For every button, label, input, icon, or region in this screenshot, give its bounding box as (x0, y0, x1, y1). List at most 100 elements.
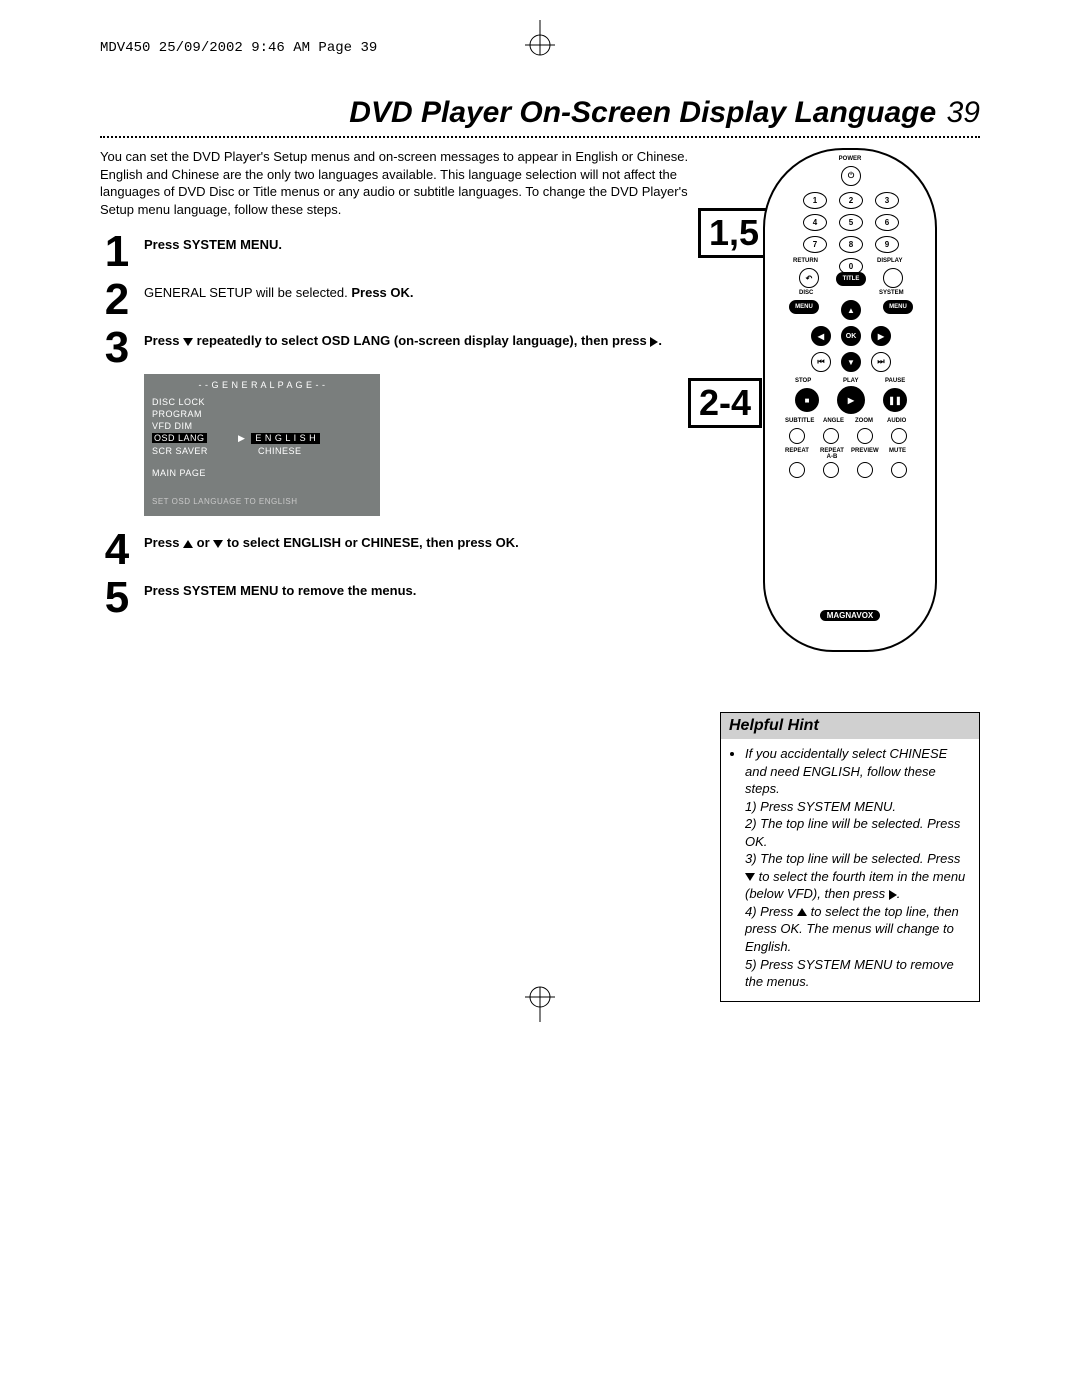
step-1-number: 1 (100, 230, 134, 274)
next-button[interactable]: ⏭ (871, 352, 891, 372)
callout-2-4: 2-4 (688, 378, 762, 428)
num-2-button[interactable]: 2 (839, 192, 863, 209)
disc-menu-button[interactable]: MENU (789, 300, 819, 314)
return-label: RETURN (793, 258, 818, 264)
power-button[interactable]: ⏻ (841, 166, 861, 186)
step-3-p1: Press (144, 333, 183, 348)
subtitle-label: SUBTITLE (785, 418, 814, 424)
mute-button[interactable] (891, 462, 907, 478)
return-button[interactable]: ↶ (799, 268, 819, 288)
step-3: 3 Press repeatedly to select OSD LANG (o… (100, 326, 690, 370)
osd-vfd-dim: VFD DIM (152, 421, 232, 431)
up-button[interactable]: ▲ (841, 300, 861, 320)
intro-text: You can set the DVD Player's Setup menus… (100, 148, 690, 218)
display-label: DISPLAY (877, 258, 902, 264)
osd-osd-lang: OSD LANG (152, 433, 207, 443)
right-column: 1,5 2-4 POWER ⏻ 1 2 3 4 5 6 7 8 9 0 RETU… (720, 148, 980, 1002)
stop-button[interactable]: ■ (795, 388, 819, 412)
power-label: POWER (765, 156, 935, 162)
audio-button[interactable] (891, 428, 907, 444)
audio-label: AUDIO (887, 418, 906, 424)
angle-button[interactable] (823, 428, 839, 444)
preview-label: PREVIEW (851, 448, 879, 454)
play-label: PLAY (843, 378, 858, 384)
title-button[interactable]: TITLE (836, 272, 866, 286)
disc-label: DISC (799, 290, 813, 296)
osd-arrow-icon: ▶ (238, 433, 245, 444)
step-4: 4 Press or to select ENGLISH or CHINESE,… (100, 528, 690, 572)
repeat-button[interactable] (789, 462, 805, 478)
right-arrow-icon (889, 890, 897, 900)
hint-l4a: 4) Press (745, 904, 797, 919)
step-4-p2: or (193, 535, 213, 550)
num-1-button[interactable]: 1 (803, 192, 827, 209)
display-button[interactable] (883, 268, 903, 288)
hint-l2: 2) The top line will be selected. Press … (745, 816, 960, 849)
hint-intro: If you accidentally select CHINESE and n… (745, 746, 947, 796)
osd-chinese: CHINESE (258, 446, 302, 456)
step-3-p3: . (658, 333, 662, 348)
num-7-button[interactable]: 7 (803, 236, 827, 253)
remote-body: POWER ⏻ 1 2 3 4 5 6 7 8 9 0 RETURN DISPL… (763, 148, 937, 652)
crop-mark-bottom (520, 982, 560, 1022)
step-3-text: Press repeatedly to select OSD LANG (on-… (144, 326, 662, 370)
hint-l1: 1) Press SYSTEM MENU. (745, 799, 896, 814)
stop-label: STOP (795, 378, 811, 384)
step-4-number: 4 (100, 528, 134, 572)
step-4-p3: to select ENGLISH or CHINESE, then press… (223, 535, 518, 550)
osd-disc-lock: DISC LOCK (152, 397, 232, 407)
zoom-button[interactable] (857, 428, 873, 444)
hint-l3b: to select the fourth item in the menu (b… (745, 869, 965, 902)
hint-l3c: . (897, 886, 901, 901)
hint-title: Helpful Hint (721, 713, 979, 739)
page-number: 39 (947, 96, 980, 129)
down-button[interactable]: ▼ (841, 352, 861, 372)
pause-button[interactable]: ❚❚ (883, 388, 907, 412)
angle-label: ANGLE (823, 418, 844, 424)
system-label: SYSTEM (879, 290, 904, 296)
osd-english: E N G L I S H (251, 433, 320, 444)
right-button[interactable]: ▶ (871, 326, 891, 346)
hint-l3a: 3) The top line will be selected. Press (745, 851, 960, 866)
num-3-button[interactable]: 3 (875, 192, 899, 209)
hint-l5: 5) Press SYSTEM MENU to remove the menus… (745, 957, 954, 990)
left-button[interactable]: ◀ (811, 326, 831, 346)
step-2-number: 2 (100, 278, 134, 322)
step-1-text: Press SYSTEM MENU. (144, 230, 282, 274)
remote-diagram: 1,5 2-4 POWER ⏻ 1 2 3 4 5 6 7 8 9 0 RETU… (760, 148, 940, 652)
osd-scr-saver: SCR SAVER (152, 446, 232, 456)
system-menu-button[interactable]: MENU (883, 300, 913, 314)
down-arrow-icon (745, 873, 755, 881)
subtitle-button[interactable] (789, 428, 805, 444)
pause-label: PAUSE (885, 378, 905, 384)
osd-menu: - - G E N E R A L P A G E - - DISC LOCK … (144, 374, 380, 516)
callout-1-5: 1,5 (698, 208, 770, 258)
num-8-button[interactable]: 8 (839, 236, 863, 253)
zoom-label: ZOOM (855, 418, 873, 424)
osd-main-page: MAIN PAGE (152, 468, 232, 478)
repeat-ab-label: REPEAT A-B (817, 448, 847, 460)
num-4-button[interactable]: 4 (803, 214, 827, 231)
up-arrow-icon (797, 908, 807, 916)
step-5: 5 Press SYSTEM MENU to remove the menus. (100, 576, 690, 620)
repeat-ab-button[interactable] (823, 462, 839, 478)
step-2: 2 GENERAL SETUP will be selected. Press … (100, 278, 690, 322)
osd-footer: SET OSD LANGUAGE TO ENGLISH (152, 497, 372, 506)
step-2-bold: Press OK. (351, 285, 413, 300)
down-arrow-icon (183, 338, 193, 346)
dotted-divider (100, 136, 980, 138)
num-9-button[interactable]: 9 (875, 236, 899, 253)
num-5-button[interactable]: 5 (839, 214, 863, 231)
ok-button[interactable]: OK (841, 326, 861, 346)
title-row: DVD Player On-Screen Display Language 39 (100, 96, 980, 130)
prev-button[interactable]: ⏮ (811, 352, 831, 372)
down-arrow-icon (213, 540, 223, 548)
step-4-text: Press or to select ENGLISH or CHINESE, t… (144, 528, 519, 572)
play-button[interactable]: ▶ (837, 386, 865, 414)
osd-program: PROGRAM (152, 409, 232, 419)
preview-button[interactable] (857, 462, 873, 478)
page-title: DVD Player On-Screen Display Language (349, 96, 936, 129)
brand-label: MAGNAVOX (820, 610, 880, 621)
step-5-number: 5 (100, 576, 134, 620)
num-6-button[interactable]: 6 (875, 214, 899, 231)
